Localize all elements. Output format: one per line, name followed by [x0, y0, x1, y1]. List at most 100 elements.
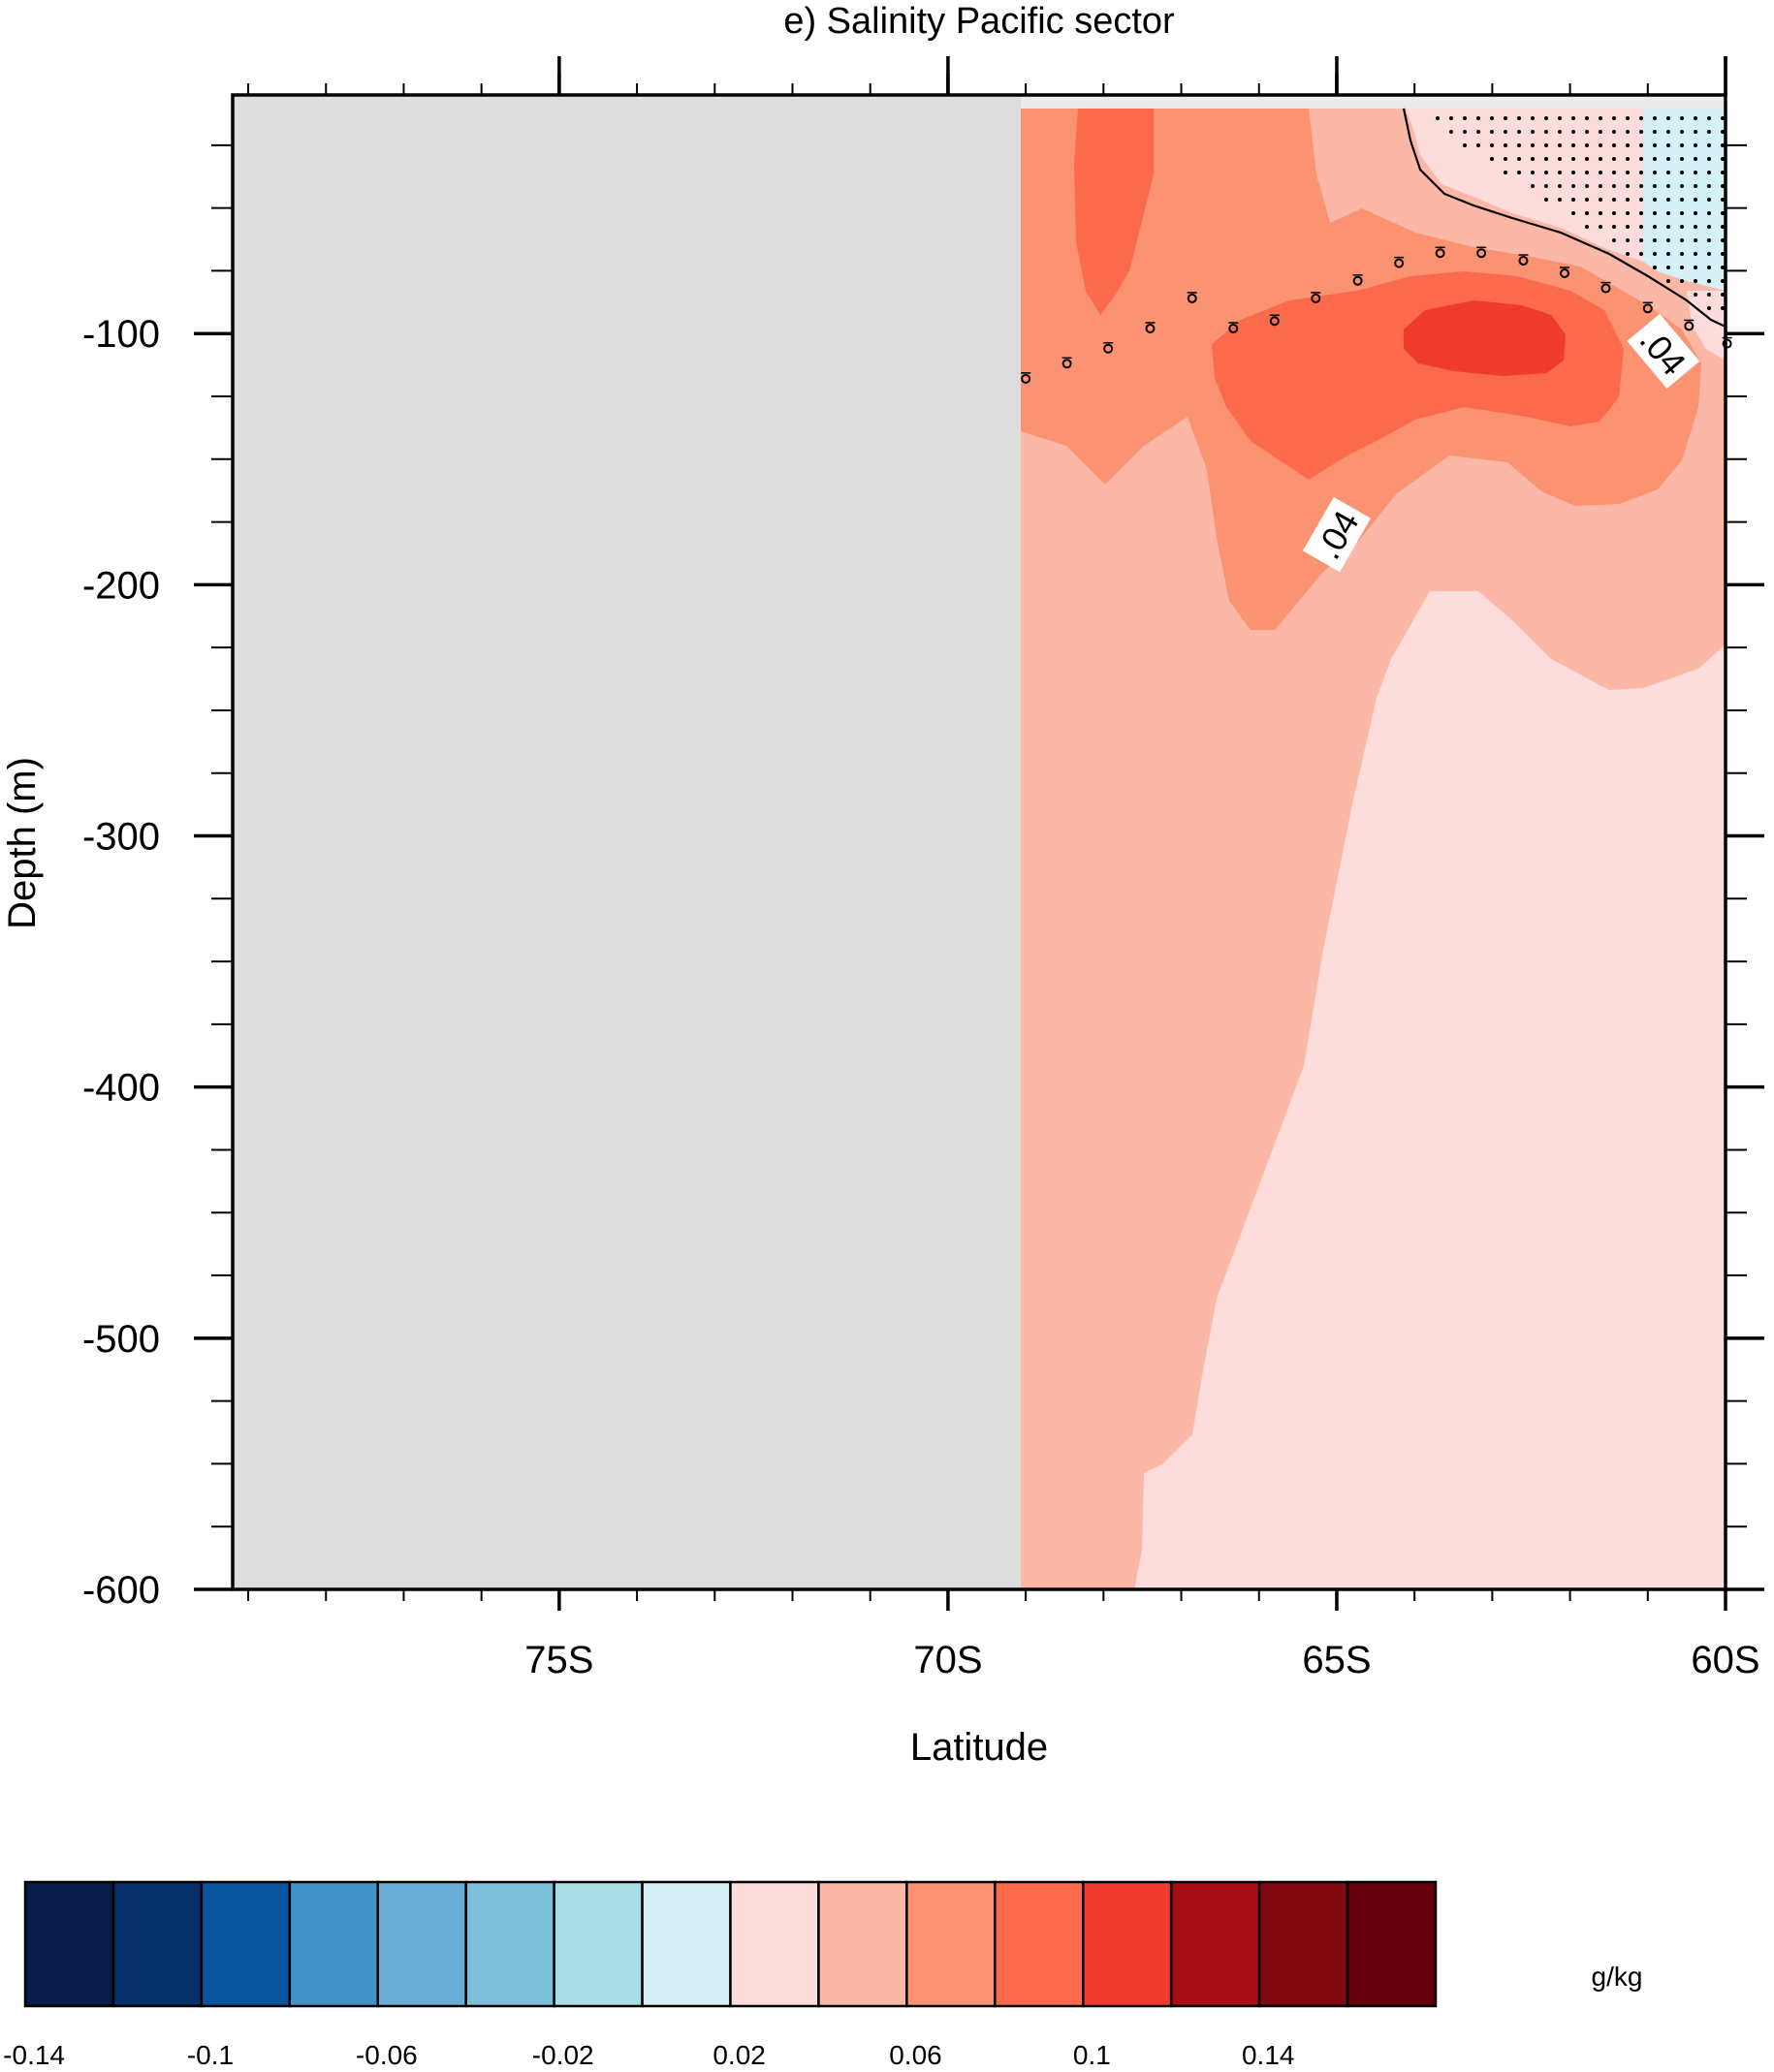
stipple-dot: [1626, 225, 1630, 229]
stipple-dot: [1585, 171, 1589, 174]
stipple-dot: [1544, 143, 1548, 147]
stipple-dot: [1599, 116, 1602, 120]
colorbar-label: -0.1: [187, 2040, 234, 2070]
stipple-dot: [1571, 130, 1575, 134]
stipple-dot: [1666, 184, 1670, 188]
stipple-dot: [1585, 225, 1589, 229]
stipple-dot: [1680, 252, 1684, 256]
marker-circle: [1394, 258, 1405, 268]
stipple-dot: [1544, 184, 1548, 188]
stipple-dot: [1653, 157, 1657, 161]
marker-circle: [1103, 343, 1114, 354]
stipple-dot: [1612, 198, 1616, 202]
colorbar-box: [1346, 1880, 1438, 2008]
x-axis: 75S 70S 65S 60S: [247, 56, 1760, 1681]
x-tick-label: 60S: [1691, 1639, 1759, 1681]
stipple-dot: [1639, 238, 1643, 242]
stipple-dot: [1707, 157, 1711, 161]
stipple-dot: [1707, 130, 1711, 134]
plot-frame: [231, 93, 1727, 1591]
stipple-dot: [1666, 252, 1670, 256]
stipple-dot: [1599, 157, 1602, 161]
stipple-dot: [1463, 116, 1467, 120]
stipple-dot: [1612, 238, 1616, 242]
colorbar-box: [553, 1880, 644, 2008]
colorbar-label: 0.14: [1242, 2040, 1295, 2070]
colorbar-box: [376, 1880, 467, 2008]
stipple-dot: [1585, 198, 1589, 202]
stipple-dot: [1694, 225, 1697, 229]
stipple-dot: [1544, 157, 1548, 161]
colorbar-box: [905, 1880, 997, 2008]
stipple-dot: [1707, 225, 1711, 229]
marker-circle: [1145, 324, 1156, 334]
marker-circle: [1435, 248, 1445, 259]
y-tick-label: -400: [82, 1067, 160, 1110]
stipple-dot: [1653, 143, 1657, 147]
stipple-dot: [1666, 225, 1670, 229]
stipple-dot: [1531, 157, 1535, 161]
stipple-dot: [1504, 130, 1507, 134]
colorbar-box: [111, 1880, 204, 2008]
colorbar-label: -0.06: [356, 2040, 418, 2070]
stipple-dot: [1599, 143, 1602, 147]
stipple-dot: [1666, 266, 1670, 269]
stipple-dot: [1599, 184, 1602, 188]
stipple-dot: [1531, 116, 1535, 120]
stipple-dot: [1680, 143, 1684, 147]
fill-level-0.1: [1404, 300, 1566, 376]
stipple-dot: [1436, 116, 1440, 120]
stipple-dot: [1558, 116, 1562, 120]
marker-circle: [1061, 359, 1072, 369]
colorbar-box: [1257, 1880, 1349, 2008]
mixed-layer-markers: [1021, 246, 1732, 384]
stipple-dot: [1612, 157, 1616, 161]
colorbar-box: [817, 1880, 908, 2008]
stipple-dot: [1517, 130, 1521, 134]
contour-label-bg: [1302, 496, 1372, 573]
stipple-dot: [1612, 116, 1616, 120]
stipple-dot: [1680, 157, 1684, 161]
stipple-dot: [1694, 171, 1697, 174]
stipple-dot: [1694, 238, 1697, 242]
stipple-dot: [1626, 211, 1630, 215]
stipple-dot: [1666, 116, 1670, 120]
stipple-dot: [1721, 116, 1725, 120]
colorbar-label: 0.1: [1073, 2040, 1111, 2070]
chart-title: e) Salinity Pacific sector: [783, 1, 1175, 42]
top-blank-band: [1021, 95, 1726, 109]
stipple-dot: [1721, 279, 1725, 283]
stipple-dot: [1680, 238, 1684, 242]
marker-circle: [1559, 268, 1569, 279]
stipple-dot: [1666, 279, 1670, 283]
colorbar-label: 0.02: [713, 2040, 766, 2070]
stipple-dot: [1599, 130, 1602, 134]
stipple-dot: [1694, 198, 1697, 202]
stipple-dot: [1666, 171, 1670, 174]
stipple-dot: [1680, 171, 1684, 174]
stipple-dot: [1504, 143, 1507, 147]
stipple-dot: [1639, 143, 1643, 147]
stipple-dot: [1626, 252, 1630, 256]
stipple-dot: [1612, 143, 1616, 147]
stipple-dot: [1653, 211, 1657, 215]
stipple-dot: [1571, 171, 1575, 174]
stipple-dot: [1463, 130, 1467, 134]
stipple-dot: [1449, 130, 1453, 134]
stipple-dot: [1571, 143, 1575, 147]
marker-circle: [1311, 293, 1321, 303]
stipple-dot: [1599, 225, 1602, 229]
colorbar-box: [200, 1880, 292, 2008]
contour-label-bg: [1627, 313, 1700, 389]
stipple-dot: [1558, 184, 1562, 188]
stipple-dot: [1585, 157, 1589, 161]
stipple-dot: [1558, 157, 1562, 161]
marker-circle: [1600, 283, 1611, 294]
x-axis-label: Latitude: [910, 1726, 1048, 1769]
stipple-dot: [1707, 293, 1711, 297]
stipple-dot: [1490, 130, 1494, 134]
stipple-dot: [1504, 157, 1507, 161]
colorbar-box: [23, 1880, 115, 2008]
stipple-dot: [1666, 143, 1670, 147]
